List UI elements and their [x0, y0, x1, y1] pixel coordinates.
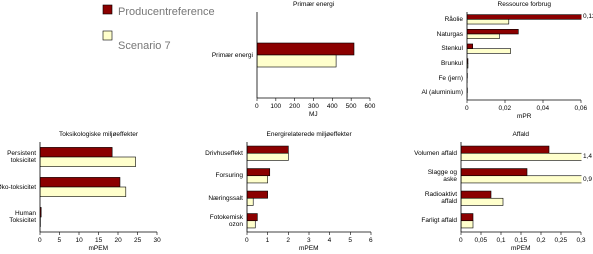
bar — [257, 42, 355, 56]
category-label: Primær energi — [211, 51, 253, 59]
x-tick-label: 200 — [289, 102, 301, 110]
x-tick-label: 1 — [265, 236, 270, 244]
bar — [461, 220, 474, 229]
legend-label: Scenario 7 — [118, 40, 171, 52]
bar — [467, 14, 582, 20]
x-tick-label: 500 — [345, 102, 357, 110]
bar — [247, 145, 289, 154]
bar — [461, 197, 504, 206]
x-tick-label: 300 — [308, 102, 319, 110]
bar — [467, 29, 519, 35]
x-tick-label: 0 — [38, 236, 42, 244]
category-label: Næringssalt — [208, 194, 243, 202]
bar — [40, 156, 136, 167]
x-tick-label: 10 — [75, 236, 83, 244]
bar — [257, 54, 337, 68]
bar — [461, 152, 582, 161]
x-axis-label: mPR — [517, 112, 532, 120]
value-label: 0,9 — [583, 175, 593, 183]
category-label: Naturgas — [436, 30, 463, 38]
category-label: Råolie — [444, 15, 463, 23]
bar — [247, 220, 256, 229]
bar — [247, 213, 258, 222]
legend-swatch — [102, 4, 113, 15]
x-tick-label: 2 — [286, 236, 290, 244]
x-tick-label: 25 — [134, 236, 142, 244]
x-tick-label: 5 — [348, 236, 352, 244]
x-tick-label: 400 — [326, 102, 338, 110]
bar — [467, 63, 469, 69]
category-label: Fe (jern) — [438, 74, 463, 82]
bar — [40, 186, 127, 197]
legend-swatch — [102, 30, 113, 41]
category-label: Volumen affald — [414, 149, 457, 157]
x-tick-label: 100 — [270, 102, 282, 110]
category-label: Radioaktivt affald — [424, 191, 457, 206]
category-label: Farligt affald — [421, 217, 457, 225]
x-tick-label: 0 — [459, 236, 463, 244]
bar — [247, 190, 268, 199]
chart-title: Primær energi — [293, 0, 335, 8]
bar — [40, 147, 113, 158]
chart-title: Ressource forbrug — [497, 0, 551, 8]
value-label: 1,4 — [583, 153, 593, 161]
x-tick-label: 0,06 — [574, 104, 588, 112]
category-label: Brunkul — [440, 59, 463, 67]
x-axis-label: mPEM — [511, 244, 531, 252]
x-tick-label: 0,1 — [496, 236, 506, 244]
category-label: Slagge og aske — [427, 168, 457, 183]
chart-title: Affald — [512, 130, 530, 138]
bar — [247, 175, 268, 184]
x-tick-label: 30 — [153, 236, 161, 244]
bar — [461, 145, 550, 154]
x-axis-label: mPEM — [88, 244, 109, 252]
bar — [40, 177, 121, 188]
x-tick-label: 0 — [245, 236, 249, 244]
category-label: Stenkul — [441, 45, 463, 53]
x-tick-label: 0,25 — [554, 236, 568, 244]
bar — [247, 197, 254, 206]
bar — [467, 48, 512, 54]
category-label: Øko-toksicitet — [0, 183, 36, 191]
x-tick-label: 3 — [307, 236, 311, 244]
x-tick-label: 0,3 — [576, 236, 586, 244]
x-tick-label: 0,15 — [514, 236, 528, 244]
legend-label: Producentreference — [118, 6, 215, 18]
category-label: Drivhuseffekt — [205, 149, 243, 157]
x-tick-label: 0,05 — [474, 236, 488, 244]
bar — [467, 33, 500, 39]
x-tick-label: 600 — [364, 102, 376, 110]
category-label: Persistent toksicitet — [7, 150, 36, 164]
x-axis-label: mPEM — [299, 244, 319, 252]
bar — [247, 168, 271, 177]
bar — [467, 19, 510, 25]
bar — [461, 190, 492, 199]
x-tick-label: 0 — [465, 104, 469, 112]
value-label: 0,12 — [583, 13, 593, 21]
x-tick-label: 15 — [95, 236, 103, 244]
bar — [467, 43, 473, 49]
chart-title: Energirelaterede miljøeffekter — [266, 130, 352, 138]
x-tick-label: 0 — [255, 102, 259, 110]
x-tick-label: 5 — [57, 236, 62, 244]
chart-title: Toksikologiske miljøeffekter — [59, 130, 138, 138]
bar — [247, 152, 289, 161]
x-tick-label: 0,04 — [536, 104, 550, 112]
bar — [461, 168, 528, 177]
x-tick-label: 0,02 — [498, 104, 512, 112]
x-tick-label: 4 — [327, 236, 332, 244]
category-label: Al (aluminium) — [421, 89, 463, 97]
category-label: Human Toksicitet — [9, 210, 36, 224]
bar — [461, 213, 474, 222]
category-label: Fotokemisk ozon — [209, 213, 243, 228]
category-label: Forsuring — [215, 172, 243, 180]
x-axis-label: MJ — [309, 110, 318, 118]
x-tick-label: 20 — [114, 236, 122, 244]
x-tick-label: 0,2 — [536, 236, 546, 244]
x-tick-label: 6 — [369, 236, 373, 244]
bar — [461, 175, 582, 184]
